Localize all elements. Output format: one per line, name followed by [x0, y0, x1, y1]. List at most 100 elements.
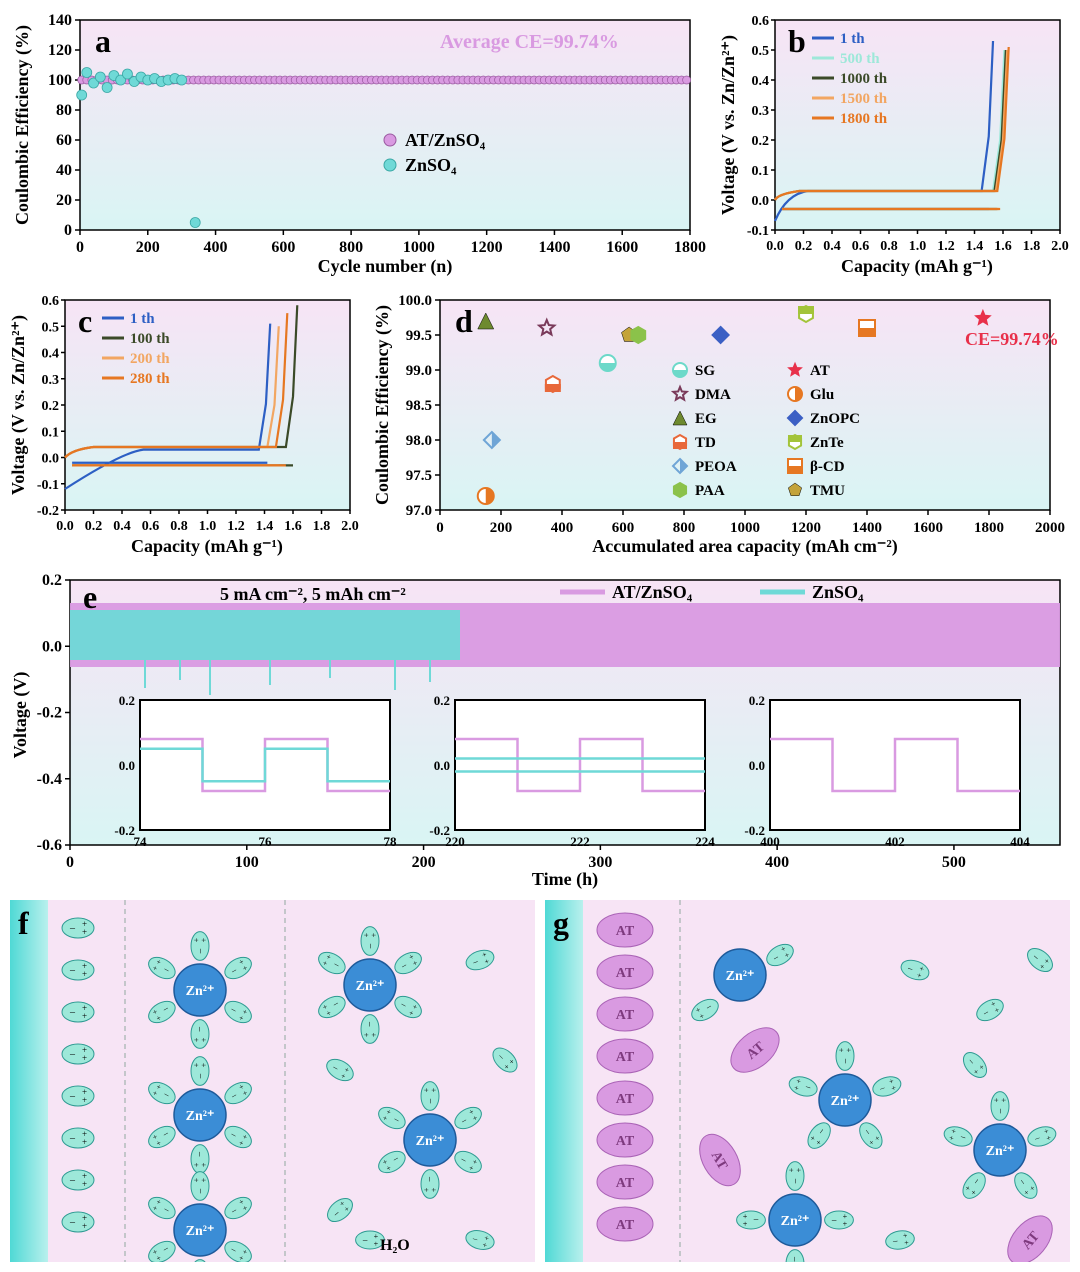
svg-text:+: + — [82, 1011, 87, 1021]
svg-text:200: 200 — [490, 520, 513, 536]
svg-text:0.3: 0.3 — [752, 104, 770, 119]
electrode — [545, 900, 583, 1262]
legend-item: 280 th — [130, 371, 170, 387]
legend-item: DMA — [695, 387, 731, 403]
svg-text:120: 120 — [48, 42, 72, 59]
svg-text:+: + — [742, 1212, 747, 1221]
svg-text:222: 222 — [570, 834, 590, 849]
svg-text:0: 0 — [436, 520, 444, 536]
svg-text:+: + — [429, 1087, 438, 1092]
panel-d-ylabel: Coulombic Efficiency (%) — [372, 305, 393, 505]
svg-text:0.1: 0.1 — [752, 164, 770, 179]
svg-text:Zn²⁺: Zn²⁺ — [781, 1214, 810, 1229]
svg-text:0.0: 0.0 — [42, 452, 60, 467]
svg-text:402: 402 — [885, 834, 905, 849]
panel-d: 97.097.598.098.599.099.5100.0 0200400600… — [370, 290, 1070, 560]
panel-label-e: e — [83, 579, 97, 615]
svg-text:99.5: 99.5 — [406, 328, 432, 344]
svg-text:+: + — [794, 1167, 803, 1172]
panel-a: 020406080100120140 020040060080010001200… — [10, 10, 710, 280]
legend-item: TD — [695, 435, 716, 451]
panel-c-ylabel: Voltage (V vs. Zn/Zn²⁺) — [10, 315, 29, 495]
panel-g: g ATATATATATATATAT Zn²⁺‒++‒++Zn²⁺‒++‒++‒… — [545, 900, 1070, 1262]
svg-text:200: 200 — [136, 239, 160, 256]
panel-e-condition: 5 mA cm⁻², 5 mAh cm⁻² — [220, 584, 406, 604]
svg-text:1800: 1800 — [674, 239, 706, 256]
panel-b: -0.10.00.10.20.30.40.50.6 0.00.20.40.60.… — [720, 10, 1070, 280]
panel-label-d: d — [455, 303, 473, 339]
svg-text:1000: 1000 — [403, 239, 435, 256]
svg-text:+: + — [369, 932, 378, 937]
svg-text:‒: ‒ — [195, 1026, 205, 1032]
svg-text:1.0: 1.0 — [199, 519, 217, 534]
panel-label-g: g — [553, 905, 569, 941]
legend-item: 1000 th — [840, 71, 888, 87]
legend-item: 1500 th — [840, 91, 888, 107]
svg-text:100: 100 — [235, 854, 259, 871]
svg-text:0.0: 0.0 — [749, 758, 765, 773]
svg-text:‒: ‒ — [831, 1215, 837, 1225]
legend-item: 1 th — [840, 31, 865, 47]
legend-item: 1800 th — [840, 111, 888, 127]
svg-text:1200: 1200 — [791, 520, 821, 536]
svg-text:0.4: 0.4 — [42, 347, 60, 362]
svg-text:0.6: 0.6 — [42, 294, 60, 309]
svg-text:0: 0 — [76, 239, 84, 256]
svg-text:800: 800 — [339, 239, 363, 256]
panel-e: -0.6-0.4-0.20.00.2 0100200300400500 e 5 … — [10, 570, 1070, 890]
svg-text:Zn²⁺: Zn²⁺ — [186, 984, 215, 999]
svg-text:‒: ‒ — [790, 1256, 800, 1262]
svg-text:0.0: 0.0 — [42, 638, 62, 655]
svg-text:-0.2: -0.2 — [37, 504, 59, 519]
svg-text:400: 400 — [551, 520, 574, 536]
legend-e-znso4: ZnSO₄ — [812, 582, 864, 602]
legend-item: 1 th — [130, 311, 155, 327]
svg-text:AT: AT — [616, 1050, 635, 1065]
svg-text:‒: ‒ — [753, 1215, 759, 1225]
svg-text:0.1: 0.1 — [42, 425, 60, 440]
svg-text:800: 800 — [673, 520, 696, 536]
svg-text:2.0: 2.0 — [1051, 239, 1069, 254]
svg-text:0.3: 0.3 — [42, 373, 60, 388]
svg-text:‒: ‒ — [425, 1176, 435, 1182]
svg-text:‒: ‒ — [790, 1178, 800, 1184]
legend-item: ZnOPC — [810, 411, 860, 427]
panel-f-diagram: f ‒++‒++‒++‒++‒++‒++‒++‒++ Zn²⁺‒++‒++‒++… — [10, 900, 535, 1262]
panel-label-c: c — [78, 303, 92, 339]
svg-text:+: + — [82, 1179, 87, 1189]
panel-e-chart: -0.6-0.4-0.20.00.2 0100200300400500 e 5 … — [10, 570, 1070, 890]
svg-text:0: 0 — [66, 854, 74, 871]
legend-item: PEOA — [695, 459, 737, 475]
svg-text:0.2: 0.2 — [42, 572, 62, 589]
svg-text:98.5: 98.5 — [406, 398, 432, 414]
legend-item: AT — [810, 363, 830, 379]
svg-text:500: 500 — [942, 854, 966, 871]
svg-text:0.2: 0.2 — [795, 239, 813, 254]
svg-text:0.8: 0.8 — [880, 239, 898, 254]
svg-text:400: 400 — [760, 834, 780, 849]
panel-g-diagram: g ATATATATATATATAT Zn²⁺‒++‒++Zn²⁺‒++‒++‒… — [545, 900, 1070, 1262]
legend-item: 200 th — [130, 351, 170, 367]
svg-text:+: + — [199, 937, 208, 942]
panel-f: f ‒++‒++‒++‒++‒++‒++‒++‒++ Zn²⁺‒++‒++‒++… — [10, 900, 535, 1262]
svg-text:0.5: 0.5 — [752, 44, 770, 59]
svg-text:‒: ‒ — [195, 948, 205, 954]
panel-a-annotation: Average CE=99.74% — [440, 31, 619, 53]
panel-label-a: a — [95, 23, 111, 59]
svg-text:100.0: 100.0 — [398, 293, 432, 309]
svg-text:200: 200 — [412, 854, 436, 871]
svg-text:‒: ‒ — [69, 1007, 76, 1018]
svg-text:0.6: 0.6 — [752, 14, 770, 29]
svg-text:1.8: 1.8 — [1023, 239, 1041, 254]
svg-text:+: + — [192, 1038, 201, 1043]
svg-text:‒: ‒ — [69, 1133, 76, 1144]
svg-text:100: 100 — [48, 72, 72, 89]
panel-c-xlabel: Capacity (mAh g⁻¹) — [131, 536, 283, 557]
svg-text:40: 40 — [56, 162, 72, 179]
svg-text:AT: AT — [616, 1218, 635, 1233]
svg-text:‒: ‒ — [365, 943, 375, 949]
legend-item: PAA — [695, 483, 725, 499]
svg-text:+: + — [82, 1053, 87, 1063]
svg-text:220: 220 — [445, 834, 465, 849]
svg-text:0.2: 0.2 — [749, 693, 765, 708]
